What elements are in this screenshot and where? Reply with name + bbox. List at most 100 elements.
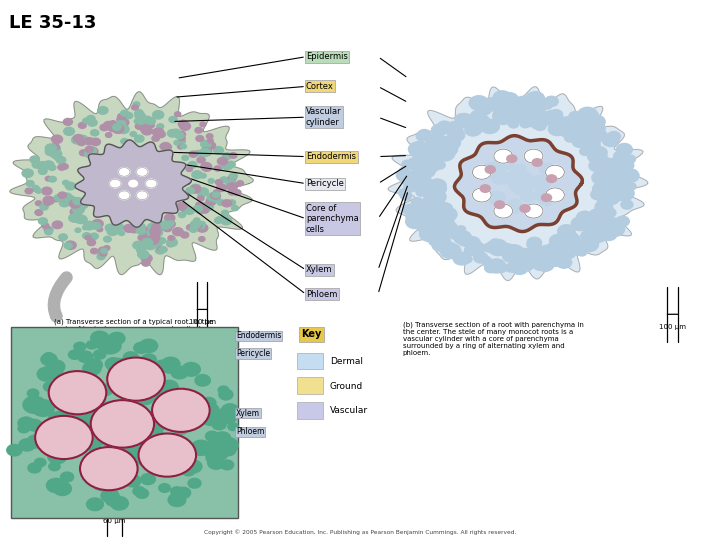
Circle shape	[502, 102, 512, 109]
Circle shape	[123, 352, 138, 363]
Circle shape	[75, 215, 86, 224]
Circle shape	[577, 107, 598, 122]
Circle shape	[163, 363, 176, 373]
Circle shape	[402, 160, 413, 168]
Circle shape	[600, 190, 620, 205]
Circle shape	[591, 153, 600, 160]
Circle shape	[472, 188, 491, 202]
Circle shape	[424, 158, 441, 171]
Circle shape	[176, 202, 186, 210]
Circle shape	[202, 140, 208, 145]
Bar	[11, 327, 238, 518]
Circle shape	[399, 167, 409, 174]
Circle shape	[78, 136, 88, 142]
Circle shape	[503, 248, 521, 262]
Circle shape	[475, 254, 486, 262]
Circle shape	[202, 164, 212, 171]
Circle shape	[431, 151, 444, 161]
Circle shape	[28, 463, 41, 473]
Circle shape	[558, 225, 575, 238]
Circle shape	[406, 210, 426, 225]
Circle shape	[86, 359, 102, 371]
Circle shape	[54, 154, 62, 160]
Circle shape	[114, 417, 132, 431]
Text: Pericycle: Pericycle	[236, 349, 270, 358]
Circle shape	[528, 258, 539, 266]
Circle shape	[85, 235, 91, 240]
Circle shape	[580, 219, 591, 227]
Circle shape	[79, 150, 87, 156]
Circle shape	[208, 457, 225, 469]
Circle shape	[201, 140, 211, 148]
Circle shape	[146, 118, 156, 124]
Circle shape	[202, 202, 214, 211]
Circle shape	[570, 130, 579, 136]
Circle shape	[119, 167, 130, 176]
Text: Dermal: Dermal	[330, 357, 363, 366]
Circle shape	[96, 333, 109, 343]
Circle shape	[45, 227, 50, 231]
Circle shape	[61, 193, 72, 201]
Circle shape	[108, 401, 129, 417]
Circle shape	[536, 188, 546, 197]
Circle shape	[436, 137, 451, 148]
Circle shape	[212, 196, 220, 202]
Circle shape	[167, 239, 177, 246]
Circle shape	[60, 472, 73, 482]
Circle shape	[217, 200, 225, 205]
Circle shape	[148, 224, 156, 230]
Circle shape	[53, 386, 65, 395]
Circle shape	[38, 218, 48, 225]
Circle shape	[114, 427, 130, 438]
Circle shape	[221, 217, 232, 225]
Circle shape	[49, 371, 107, 414]
Circle shape	[66, 417, 86, 431]
Circle shape	[445, 122, 463, 136]
Circle shape	[531, 120, 543, 129]
Circle shape	[442, 244, 461, 258]
Circle shape	[601, 203, 611, 210]
Circle shape	[553, 116, 566, 126]
Circle shape	[465, 124, 481, 136]
Circle shape	[83, 233, 91, 239]
Circle shape	[538, 116, 549, 125]
Circle shape	[199, 173, 206, 178]
Circle shape	[150, 222, 158, 228]
Circle shape	[572, 137, 587, 147]
Circle shape	[174, 112, 181, 117]
Circle shape	[99, 251, 107, 256]
Circle shape	[611, 168, 620, 174]
Circle shape	[505, 245, 523, 259]
Circle shape	[528, 92, 544, 104]
Circle shape	[181, 232, 189, 238]
Circle shape	[456, 114, 467, 123]
Circle shape	[118, 191, 130, 200]
Circle shape	[89, 395, 104, 406]
Circle shape	[607, 163, 617, 171]
Circle shape	[412, 177, 422, 184]
Circle shape	[189, 151, 197, 157]
Circle shape	[191, 184, 201, 192]
Circle shape	[478, 102, 492, 112]
Circle shape	[495, 107, 513, 122]
Text: Copyright © 2005 Pearson Education, Inc. Publishing as Pearson Benjamin Cummings: Copyright © 2005 Pearson Education, Inc.…	[204, 529, 516, 535]
Circle shape	[171, 487, 184, 496]
Circle shape	[211, 192, 220, 199]
Circle shape	[474, 100, 487, 110]
Circle shape	[134, 119, 140, 124]
Circle shape	[228, 176, 236, 182]
Circle shape	[438, 121, 451, 131]
Circle shape	[517, 248, 531, 259]
Circle shape	[509, 178, 528, 192]
Circle shape	[588, 129, 597, 136]
Circle shape	[58, 192, 66, 198]
Circle shape	[228, 423, 238, 430]
Circle shape	[557, 237, 567, 245]
Circle shape	[616, 156, 628, 165]
Circle shape	[212, 192, 220, 198]
Circle shape	[580, 137, 598, 151]
Circle shape	[142, 361, 163, 377]
Circle shape	[413, 150, 428, 161]
Circle shape	[129, 180, 138, 187]
Circle shape	[91, 248, 98, 254]
